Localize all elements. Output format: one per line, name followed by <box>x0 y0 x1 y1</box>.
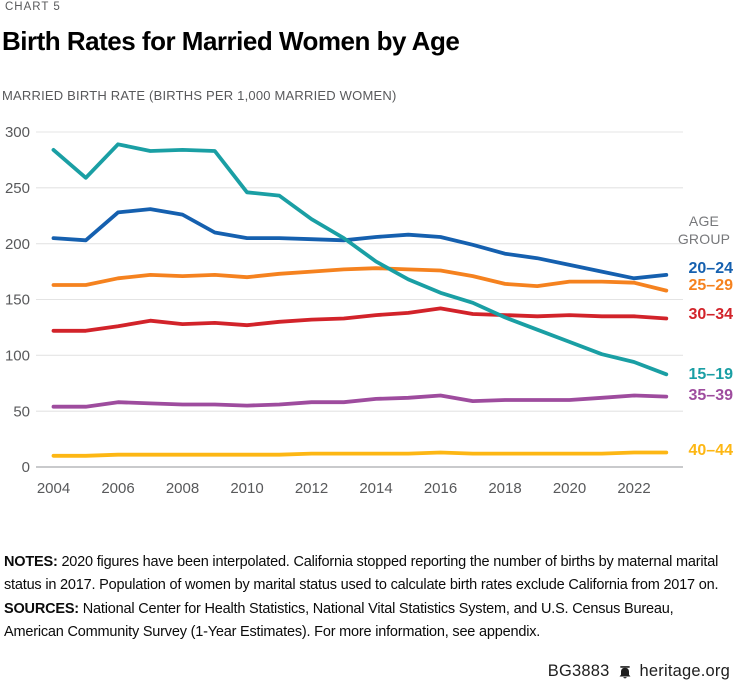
y-tick-label: 50 <box>13 403 30 420</box>
footer-site: heritage.org <box>639 662 730 680</box>
x-tick-label: 2014 <box>359 480 392 497</box>
report-id: BG3883 <box>547 662 610 680</box>
notes-text: 2020 figures have been interpolated. Cal… <box>4 554 719 594</box>
x-tick-label: 2012 <box>295 480 328 497</box>
legend-header: AGE GROUP <box>677 213 731 247</box>
footer: BG3883 heritage.org <box>548 662 730 681</box>
x-tick-label: 2006 <box>101 480 134 497</box>
legend-label-35-39: 35–39 <box>688 387 734 404</box>
legend-label-20-24: 20–24 <box>688 260 734 277</box>
series-line-25-29 <box>51 266 669 293</box>
series-line-15-19 <box>51 142 669 377</box>
series-line-40-44 <box>51 450 669 458</box>
page-title: Birth Rates for Married Women by Age <box>2 26 460 56</box>
sources-text: National Center for Health Statistics, N… <box>4 600 674 640</box>
notes-label: NOTES: <box>4 554 58 570</box>
liberty-bell-icon <box>619 665 630 678</box>
series-line-35-39 <box>51 393 669 409</box>
x-tick-label: 2008 <box>166 480 199 497</box>
legend-label-30-34: 30–34 <box>688 306 734 323</box>
line-chart: 0 50 100 150 200 250 300 2004 2006 2008 2010 2012 20… <box>5 124 683 497</box>
series-line-20-24 <box>51 207 669 281</box>
x-tick-label: 2018 <box>488 480 521 497</box>
sources-label: SOURCES: <box>4 600 79 617</box>
legend-label-25-29: 25–29 <box>688 277 734 294</box>
y-axis-title: MARRIED BIRTH RATE (BIRTHS PER 1,000 MAR… <box>2 88 397 103</box>
legend-label-40-44: 40–44 <box>688 442 734 459</box>
x-tick-label: 2022 <box>617 480 650 497</box>
y-tick-label: 0 <box>22 459 30 476</box>
y-tick-label: 250 <box>5 180 30 197</box>
y-tick-label: 300 <box>5 124 30 141</box>
legend-label-15-19: 15–19 <box>688 366 734 383</box>
x-tick-label: 2004 <box>37 480 70 497</box>
notes-sources: NOTES: 2020 figures have been interpolat… <box>4 551 733 644</box>
sources: SOURCES: National Center for Health Stat… <box>4 598 733 645</box>
series-line-30-34 <box>51 306 669 333</box>
x-tick-label: 2020 <box>553 480 586 497</box>
notes: NOTES: 2020 figures have been interpolat… <box>4 551 733 598</box>
x-tick-label: 2016 <box>424 480 457 497</box>
y-tick-label: 200 <box>5 236 30 253</box>
y-tick-label: 100 <box>5 348 30 365</box>
chart-number-label: CHART 5 <box>5 1 61 13</box>
x-tick-label: 2010 <box>230 480 263 497</box>
y-tick-label: 150 <box>5 292 30 309</box>
